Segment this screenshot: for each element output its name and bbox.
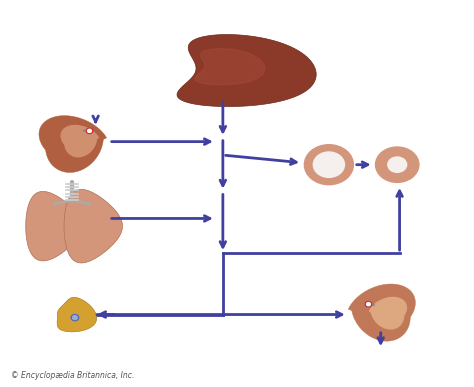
Polygon shape: [195, 49, 265, 85]
Circle shape: [375, 147, 419, 182]
Circle shape: [88, 129, 91, 132]
Polygon shape: [26, 192, 81, 261]
Polygon shape: [369, 298, 406, 329]
Polygon shape: [39, 116, 107, 173]
Circle shape: [304, 145, 354, 185]
Polygon shape: [61, 125, 99, 157]
Polygon shape: [177, 34, 316, 106]
Circle shape: [366, 303, 370, 306]
Polygon shape: [348, 284, 415, 341]
Polygon shape: [57, 297, 97, 332]
Circle shape: [73, 316, 77, 320]
Circle shape: [71, 315, 79, 321]
Polygon shape: [64, 189, 122, 263]
Text: © Encyclopædia Britannica, Inc.: © Encyclopædia Britannica, Inc.: [11, 371, 134, 380]
Circle shape: [313, 152, 345, 177]
Circle shape: [388, 157, 407, 172]
Circle shape: [365, 301, 372, 307]
Circle shape: [86, 128, 93, 134]
